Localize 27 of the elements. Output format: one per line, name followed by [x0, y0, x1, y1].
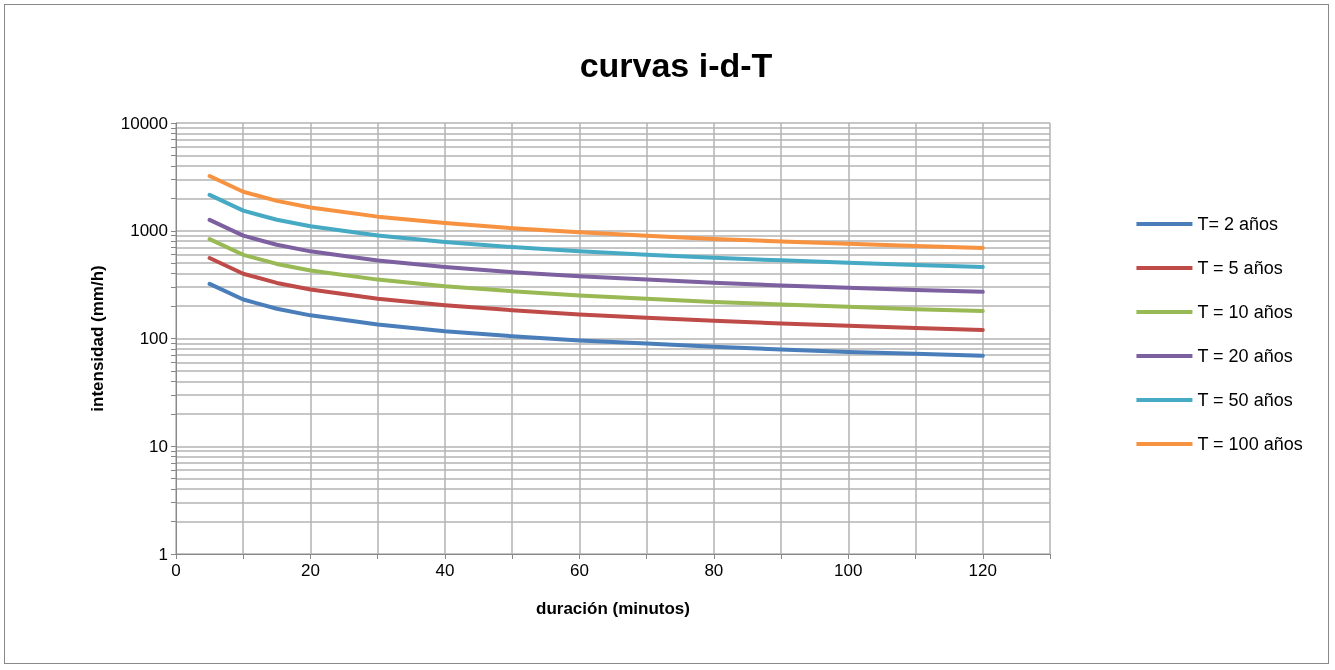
line-series	[207, 174, 985, 250]
line-series	[207, 217, 985, 294]
y-tick-label: 1000	[130, 221, 168, 241]
legend-label: T= 2 años	[1197, 214, 1278, 234]
line-series	[207, 281, 985, 358]
legend-label: T = 100 años	[1197, 434, 1303, 454]
line-series	[207, 237, 985, 313]
line-series	[207, 192, 985, 269]
legend-label: T = 50 años	[1197, 390, 1293, 410]
x-tick-label: 40	[435, 561, 455, 580]
y-tick-label: 100	[139, 329, 168, 348]
line-series	[207, 256, 985, 332]
legend-label: T = 10 años	[1197, 302, 1293, 322]
y-tick-label: 1	[158, 544, 168, 564]
y-tick-label: 10	[149, 436, 168, 456]
x-tick-label: 100	[834, 561, 863, 580]
legend-label: T = 5 años	[1197, 258, 1283, 278]
y-axis-title: intensidad (mm/h)	[88, 265, 107, 412]
legend-label: T = 20 años	[1197, 346, 1293, 366]
x-tick-label: 20	[301, 561, 320, 580]
x-tick-label: 80	[704, 561, 724, 580]
chart-title: curvas i-d-T	[579, 46, 773, 84]
x-tick-label: 120	[968, 561, 997, 580]
x-tick-label: 60	[569, 561, 589, 580]
y-tick-label: 10000	[120, 113, 168, 133]
x-axis-title: duración (minutos)	[536, 599, 690, 618]
x-tick-label: 0	[171, 561, 181, 580]
